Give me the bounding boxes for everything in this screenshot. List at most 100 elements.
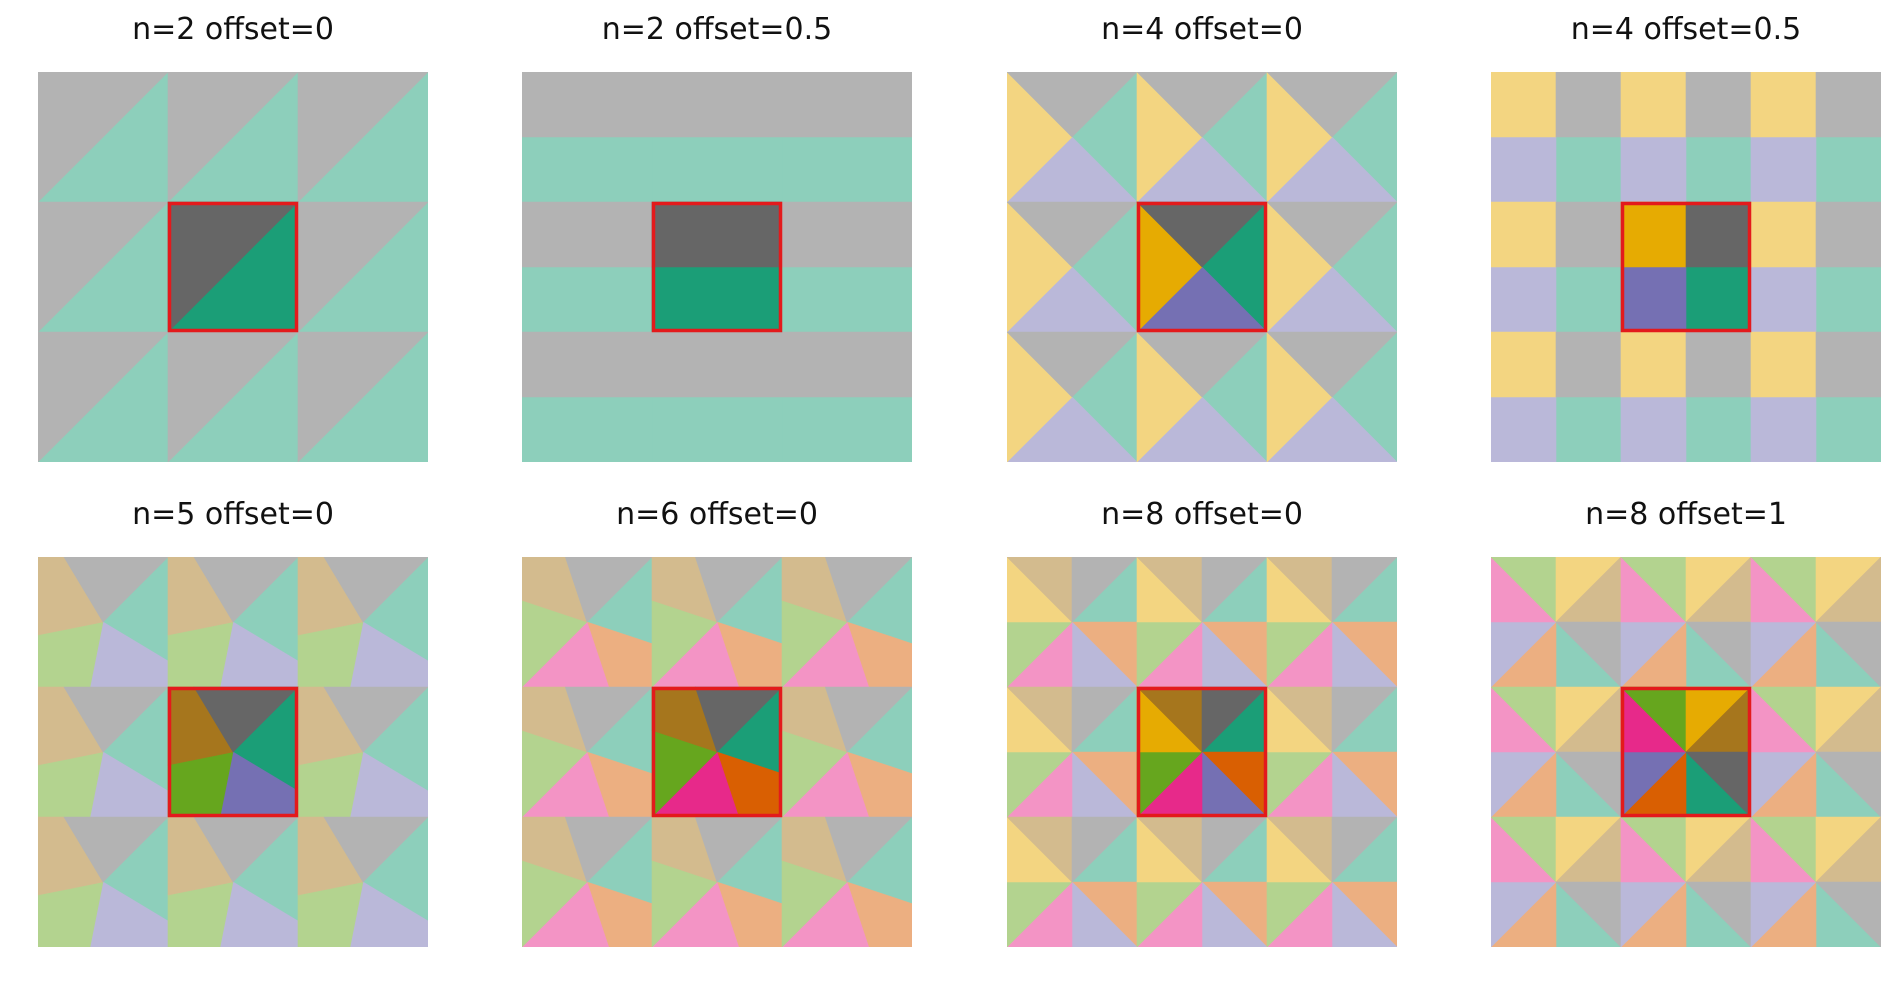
sector-1 [781,201,912,268]
repeat-tile [781,816,912,947]
highlight-border [1620,686,1752,818]
repeat-tile [1491,557,1622,688]
centre-tile [167,201,299,333]
repeat-tile [1620,816,1752,947]
repeat-tile [1266,557,1397,688]
sector-0 [522,136,653,203]
tiling-grid [522,72,912,462]
sector-1 [297,72,428,203]
tiling-grid [38,557,428,947]
sector-2 [1750,331,1817,398]
highlight-border [651,201,783,333]
repeat-tile [1750,557,1881,688]
sector-3 [1266,331,1397,398]
sector-2 [1491,72,1557,138]
sector-1 [38,72,169,203]
sector-2 [1620,72,1687,138]
repeat-tile [1007,816,1138,947]
sector-5 [564,816,653,883]
sector-1 [167,72,299,203]
sector-7 [1815,621,1881,688]
sector-0 [1555,396,1622,462]
sector-2 [1491,201,1557,268]
sector-4 [323,816,428,883]
repeat-tile [1750,331,1881,462]
sector-1 [781,331,912,398]
sector-0 [1555,136,1622,203]
panel-title: n=8 offset=1 [1585,497,1787,532]
sector-1 [1620,266,1687,333]
highlight-border [1136,686,1268,818]
sector-0 [781,266,912,333]
panel-n4-offset-0_5: n=4 offset=0.5 [1491,12,1881,462]
tiling-svg [1491,557,1881,947]
repeat-tile [167,72,299,203]
repeat-tile [651,557,783,688]
repeat-tile [1620,557,1752,688]
sector-2 [1750,72,1817,138]
sector-0 [1815,396,1881,462]
sector-1 [38,331,169,462]
tiling-grid [1491,557,1881,947]
sector-0 [781,396,912,462]
sector-3 [1815,72,1881,138]
repeat-tile [1750,72,1881,203]
sector-0 [1815,136,1881,203]
sector-4 [323,686,428,753]
repeat-tile [1620,331,1752,462]
repeat-tile [1620,72,1752,203]
sector-3 [1815,201,1881,268]
sector-1 [1750,266,1817,333]
sector-4 [63,557,169,623]
repeat-tile [1007,201,1138,333]
panel-title: n=8 offset=0 [1101,497,1303,532]
centre-tile [1620,686,1752,818]
sector-2 [1620,331,1687,398]
sector-2 [1620,201,1687,268]
tiling-svg [522,557,912,947]
sector-1 [651,201,783,268]
sector-7 [1331,816,1397,883]
repeat-tile [651,816,783,947]
panel-title: n=6 offset=0 [616,497,818,532]
repeat-tile [781,201,912,333]
panel-n5-offset-0: n=5 offset=0 [38,497,428,947]
sector-2 [1491,331,1557,398]
repeat-tile [522,72,653,203]
sector-1 [522,72,653,138]
sector-5 [564,686,653,753]
sector-3 [1555,201,1622,268]
panel-n8-offset-1: n=8 offset=1 [1491,497,1881,947]
sector-3 [1007,72,1138,138]
repeat-tile [1750,686,1881,818]
sector-1 [1491,136,1557,203]
sector-1 [651,331,783,398]
repeat-tile [167,816,299,947]
sector-3 [1266,72,1397,138]
sector-3 [1266,201,1397,268]
sector-1 [1750,136,1817,203]
repeat-tile [1007,686,1138,818]
repeat-tile [781,72,912,203]
sector-3 [1685,201,1752,268]
repeat-tile [1136,816,1268,947]
repeat-tile [1750,201,1881,333]
sector-5 [824,686,912,753]
sector-0 [1815,266,1881,333]
sector-1 [38,201,169,333]
sector-0 [651,396,783,462]
sector-1 [1491,396,1557,462]
sector-7 [1071,816,1138,883]
highlight-border [1620,201,1752,333]
tiling-svg [1491,72,1881,462]
repeat-tile [38,686,169,818]
panel-title: n=4 offset=0 [1101,12,1303,47]
repeat-tile [38,72,169,203]
highlight-border [1136,201,1268,333]
repeat-tile [522,557,653,688]
sector-1 [1750,396,1817,462]
panel-n2-offset-0_5: n=2 offset=0.5 [522,12,912,462]
centre-tile [167,686,299,818]
sector-3 [1007,331,1138,398]
